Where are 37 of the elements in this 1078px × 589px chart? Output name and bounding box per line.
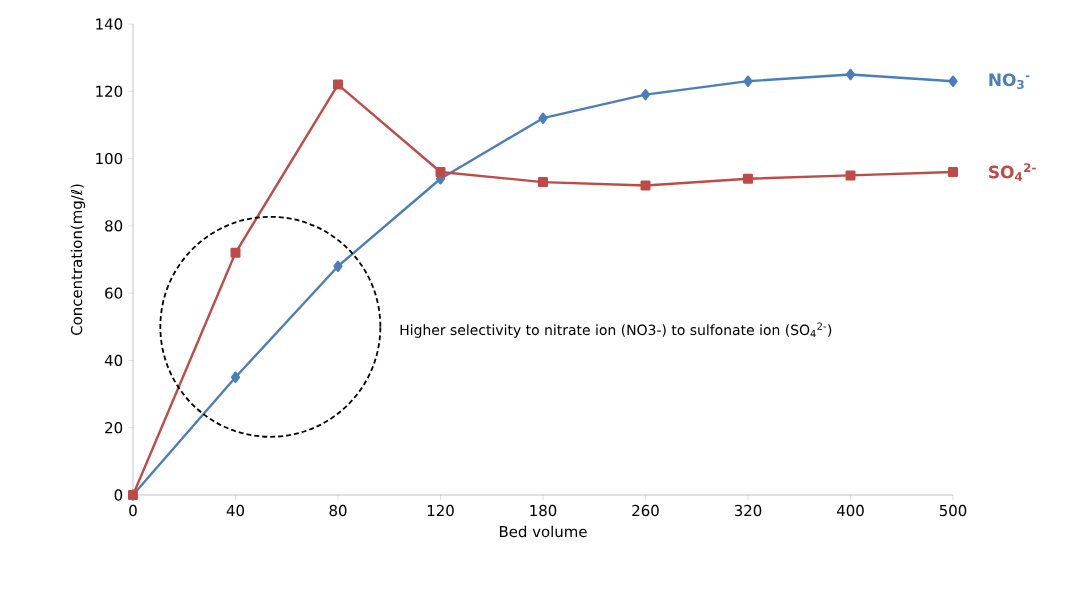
series-label: SO$_{4}$2- (989, 163, 1036, 181)
y-axis-title: Concentration(mg/ℓ) (70, 184, 86, 335)
y-tick-label: 120 (96, 85, 123, 97)
x-tick-label: 80 (329, 504, 347, 517)
point (640, 180, 651, 191)
point (743, 173, 753, 184)
point (538, 177, 548, 188)
x-tick-label: 120 (427, 504, 454, 517)
x-tick-label: 40 (226, 504, 245, 517)
point (845, 68, 856, 81)
y-tick-label: 100 (96, 152, 123, 165)
point (845, 170, 856, 181)
y-tick-label: 40 (104, 354, 123, 367)
y-tick-label: 20 (105, 422, 123, 434)
x-tick-label: 180 (530, 504, 557, 517)
annotation: Higher selectivity to nitrate ion (NO3-) to sulfonate ion (SO$_{4}$$^{2-}$) (400, 322, 832, 338)
series-label: NO$_{3}$- (989, 73, 1030, 89)
y-tick-label: 0 (114, 489, 123, 501)
y-tick-label: 140 (96, 18, 123, 30)
point (230, 371, 241, 383)
x-tick-label: 320 (734, 504, 762, 517)
point (640, 88, 651, 101)
point (333, 260, 343, 272)
point (538, 112, 548, 124)
y-tick-label: 80 (105, 220, 123, 232)
x-tick-label: 260 (632, 504, 659, 517)
y-tick-label: 60 (105, 287, 123, 299)
x-tick-label: 0 (129, 504, 137, 517)
point (948, 167, 959, 178)
x-tick-label: 400 (836, 504, 864, 517)
point (743, 75, 753, 87)
point (230, 247, 241, 258)
x-tick-label: 500 (939, 504, 967, 517)
x-axis-title: Bed volume (499, 525, 587, 538)
point (333, 79, 343, 90)
point (948, 75, 958, 87)
point (435, 167, 446, 178)
